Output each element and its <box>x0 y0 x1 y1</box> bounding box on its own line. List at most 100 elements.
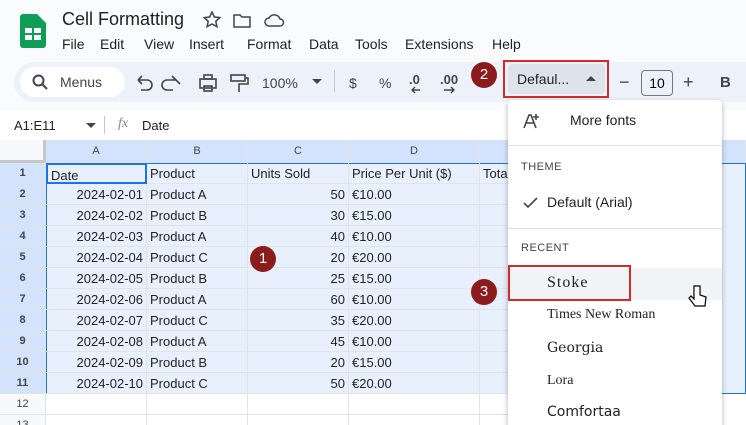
row-header[interactable]: 1 <box>0 163 46 184</box>
menu-item[interactable]: Tools <box>355 36 388 52</box>
cell[interactable]: Product A <box>147 226 248 247</box>
row-header[interactable]: 13 <box>0 415 46 425</box>
menu-item[interactable]: More fonts <box>570 112 637 128</box>
cell[interactable]: 50 <box>248 184 349 205</box>
row-header[interactable]: 11 <box>0 373 46 394</box>
cell[interactable] <box>46 394 147 415</box>
cell[interactable]: Product C <box>147 373 248 394</box>
menu-item[interactable]: Insert <box>189 36 225 52</box>
cell[interactable]: Product A <box>147 289 248 310</box>
row-header[interactable]: 2 <box>0 184 46 205</box>
cell[interactable]: €10.00 <box>349 184 480 205</box>
cell[interactable]: 45 <box>248 331 349 352</box>
cell[interactable] <box>349 394 480 415</box>
cell[interactable]: Price Per Unit ($) <box>349 163 480 184</box>
formula-content[interactable]: Date <box>142 118 170 133</box>
cell[interactable]: Product A <box>147 184 248 205</box>
menu-item[interactable]: File <box>62 36 85 52</box>
cell[interactable] <box>349 415 480 425</box>
font-size-increase[interactable]: + <box>683 72 694 92</box>
title-icons[interactable] <box>203 11 293 29</box>
cell[interactable]: €20.00 <box>349 373 480 394</box>
cell[interactable]: €10.00 <box>349 331 480 352</box>
column-header[interactable]: A <box>46 140 147 163</box>
cell[interactable]: 2024-02-08 <box>46 331 147 352</box>
cell[interactable]: €15.00 <box>349 352 480 373</box>
cell[interactable]: 20 <box>248 352 349 373</box>
name-box[interactable]: A1:E11 <box>14 118 56 133</box>
cell[interactable]: 2024-02-05 <box>46 268 147 289</box>
cell[interactable]: Product C <box>147 247 248 268</box>
cell[interactable]: 2024-02-10 <box>46 373 147 394</box>
cell[interactable]: 25 <box>248 268 349 289</box>
cell[interactable]: 35 <box>248 310 349 331</box>
cell[interactable]: Date <box>46 163 147 184</box>
menu-item[interactable]: Format <box>247 36 292 52</box>
doc-title[interactable]: Cell Formatting <box>62 9 185 29</box>
cell[interactable]: €15.00 <box>349 268 480 289</box>
font-option[interactable]: Times New Roman <box>547 307 656 322</box>
row-header[interactable]: 7 <box>0 289 46 310</box>
zoom[interactable]: 100% <box>262 75 298 91</box>
cell[interactable] <box>248 415 349 425</box>
cell[interactable]: 2024-02-07 <box>46 310 147 331</box>
row-header[interactable]: 9 <box>0 331 46 352</box>
toolbar-icons[interactable] <box>134 70 254 96</box>
cell[interactable]: 40 <box>248 226 349 247</box>
cell[interactable]: 2024-02-02 <box>46 205 147 226</box>
font-option[interactable]: Comfortaa <box>547 404 621 420</box>
cell[interactable]: €10.00 <box>349 226 480 247</box>
font-size-decrease[interactable]: − <box>619 72 630 92</box>
cell[interactable]: 50 <box>248 373 349 394</box>
sheets-icon[interactable] <box>20 14 46 48</box>
cell[interactable]: Product C <box>147 310 248 331</box>
menu-item[interactable]: Help <box>492 36 521 52</box>
cell[interactable]: Product A <box>147 331 248 352</box>
cell[interactable]: Product B <box>147 205 248 226</box>
column-header[interactable]: B <box>147 140 248 163</box>
menu-item[interactable]: View <box>144 36 175 52</box>
cell[interactable]: €20.00 <box>349 310 480 331</box>
cell[interactable]: 60 <box>248 289 349 310</box>
menu-item[interactable]: Edit <box>100 36 125 52</box>
cell[interactable]: €15.00 <box>349 205 480 226</box>
menu-item[interactable]: Default (Arial) <box>547 194 633 210</box>
decrease-decimals[interactable]: .0 <box>409 72 420 87</box>
cell[interactable]: 2024-02-06 <box>46 289 147 310</box>
cell[interactable]: Product B <box>147 352 248 373</box>
cell[interactable] <box>147 394 248 415</box>
row-header[interactable]: 3 <box>0 205 46 226</box>
font-option[interactable]: Lora <box>547 373 574 388</box>
cell[interactable]: Units Sold <box>248 163 349 184</box>
cell[interactable] <box>248 394 349 415</box>
column-header[interactable]: D <box>349 140 480 163</box>
font-size[interactable]: 10 <box>641 70 673 96</box>
cell[interactable] <box>46 415 147 425</box>
font-option[interactable]: Georgia <box>547 340 604 356</box>
row-header[interactable]: 5 <box>0 247 46 268</box>
cell[interactable]: 2024-02-04 <box>46 247 147 268</box>
currency[interactable]: $ <box>349 75 357 91</box>
column-header[interactable]: C <box>248 140 349 163</box>
row-header[interactable]: 10 <box>0 352 46 373</box>
cell[interactable]: 20 <box>248 247 349 268</box>
row-header[interactable]: 6 <box>0 268 46 289</box>
menu-item[interactable]: Data <box>309 36 339 52</box>
cell[interactable]: 2024-02-01 <box>46 184 147 205</box>
cell[interactable]: Product <box>147 163 248 184</box>
percent[interactable]: % <box>379 75 392 91</box>
increase-decimals[interactable]: .00 <box>440 72 459 87</box>
cell[interactable]: Product B <box>147 268 248 289</box>
search-box[interactable]: Menus <box>20 67 125 97</box>
font-option[interactable]: Stoke <box>547 274 589 291</box>
bold[interactable]: B <box>720 74 731 91</box>
cell[interactable]: €20.00 <box>349 247 480 268</box>
cell[interactable]: €10.00 <box>349 289 480 310</box>
row-header[interactable]: 12 <box>0 394 46 415</box>
cell[interactable] <box>147 415 248 425</box>
font-dropdown[interactable]: Defaul... <box>508 64 605 94</box>
cell[interactable]: 2024-02-03 <box>46 226 147 247</box>
cell[interactable]: 30 <box>248 205 349 226</box>
row-header[interactable]: 4 <box>0 226 46 247</box>
cell[interactable]: 2024-02-09 <box>46 352 147 373</box>
